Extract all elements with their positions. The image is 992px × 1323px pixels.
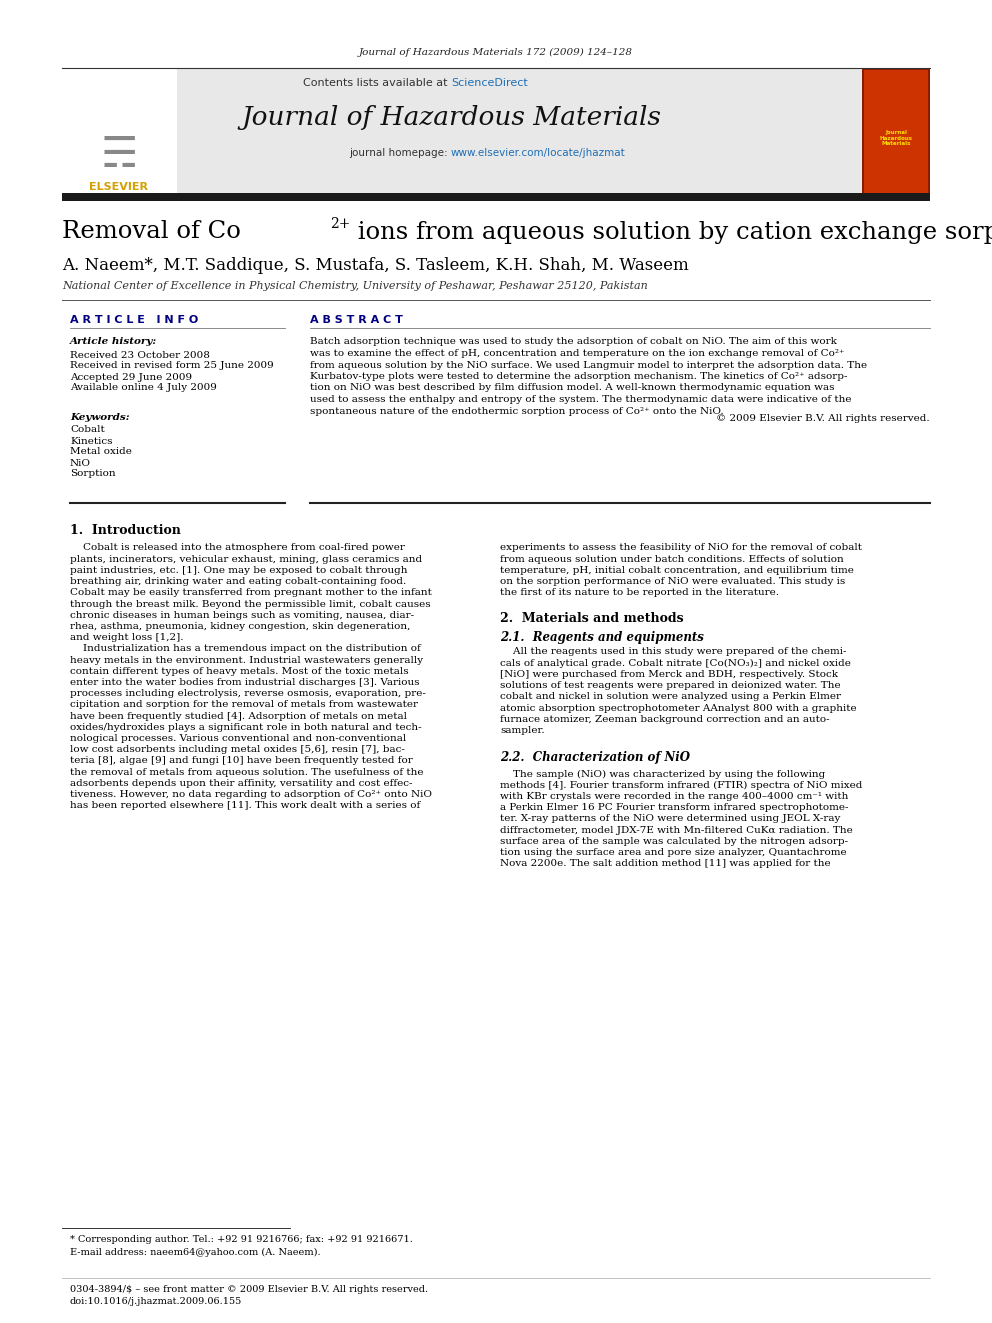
Text: Sorption: Sorption bbox=[70, 470, 116, 479]
Text: Kinetics: Kinetics bbox=[70, 437, 112, 446]
Text: All the reagents used in this study were prepared of the chemi-: All the reagents used in this study were… bbox=[500, 647, 846, 656]
Text: from aqueous solution under batch conditions. Effects of solution: from aqueous solution under batch condit… bbox=[500, 554, 844, 564]
Text: low cost adsorbents including metal oxides [5,6], resin [7], bac-: low cost adsorbents including metal oxid… bbox=[70, 745, 405, 754]
Text: nological processes. Various conventional and non-conventional: nological processes. Various conventiona… bbox=[70, 734, 407, 744]
Text: NiO: NiO bbox=[70, 459, 91, 467]
Text: chronic diseases in human beings such as vomiting, nausea, diar-: chronic diseases in human beings such as… bbox=[70, 611, 414, 619]
Text: ☴: ☴ bbox=[100, 134, 138, 176]
Text: sampler.: sampler. bbox=[500, 726, 545, 734]
Text: www.elsevier.com/locate/jhazmat: www.elsevier.com/locate/jhazmat bbox=[451, 148, 626, 157]
Text: ScienceDirect: ScienceDirect bbox=[451, 78, 528, 89]
Text: processes including electrolysis, reverse osmosis, evaporation, pre-: processes including electrolysis, revers… bbox=[70, 689, 426, 699]
Text: cals of analytical grade. Cobalt nitrate [Co(NO₃)₂] and nickel oxide: cals of analytical grade. Cobalt nitrate… bbox=[500, 659, 851, 668]
Text: Keywords:: Keywords: bbox=[70, 414, 130, 422]
Text: [NiO] were purchased from Merck and BDH, respectively. Stock: [NiO] were purchased from Merck and BDH,… bbox=[500, 669, 838, 679]
Text: oxides/hydroxides plays a significant role in both natural and tech-: oxides/hydroxides plays a significant ro… bbox=[70, 722, 422, 732]
Text: adsorbents depends upon their affinity, versatility and cost effec-: adsorbents depends upon their affinity, … bbox=[70, 779, 413, 787]
Text: teria [8], algae [9] and fungi [10] have been frequently tested for: teria [8], algae [9] and fungi [10] have… bbox=[70, 757, 413, 765]
Text: Accepted 29 June 2009: Accepted 29 June 2009 bbox=[70, 373, 192, 381]
Text: contain different types of heavy metals. Most of the toxic metals: contain different types of heavy metals.… bbox=[70, 667, 409, 676]
Text: Received in revised form 25 June 2009: Received in revised form 25 June 2009 bbox=[70, 361, 274, 370]
Text: paint industries, etc. [1]. One may be exposed to cobalt through: paint industries, etc. [1]. One may be e… bbox=[70, 566, 408, 576]
Text: ELSEVIER: ELSEVIER bbox=[89, 183, 149, 192]
Text: through the breast milk. Beyond the permissible limit, cobalt causes: through the breast milk. Beyond the perm… bbox=[70, 599, 431, 609]
Bar bbox=[62, 67, 177, 194]
Text: National Center of Excellence in Physical Chemistry, University of Peshawar, Pes: National Center of Excellence in Physica… bbox=[62, 280, 648, 291]
Text: Journal of Hazardous Materials: Journal of Hazardous Materials bbox=[241, 106, 661, 131]
Text: has been reported elsewhere [11]. This work dealt with a series of: has been reported elsewhere [11]. This w… bbox=[70, 802, 421, 810]
Text: A B S T R A C T: A B S T R A C T bbox=[310, 315, 403, 325]
Text: atomic absorption spectrophotometer AAnalyst 800 with a graphite: atomic absorption spectrophotometer AAna… bbox=[500, 704, 857, 713]
Text: 1.  Introduction: 1. Introduction bbox=[70, 524, 181, 537]
Text: cobalt and nickel in solution were analyzed using a Perkin Elmer: cobalt and nickel in solution were analy… bbox=[500, 692, 841, 701]
Text: Metal oxide: Metal oxide bbox=[70, 447, 132, 456]
Bar bbox=[62, 67, 930, 194]
Bar bbox=[864, 70, 928, 193]
Text: tion using the surface area and pore size analyzer, Quantachrome: tion using the surface area and pore siz… bbox=[500, 848, 846, 857]
Text: rhea, asthma, pneumonia, kidney congestion, skin degeneration,: rhea, asthma, pneumonia, kidney congesti… bbox=[70, 622, 411, 631]
Text: Available online 4 July 2009: Available online 4 July 2009 bbox=[70, 384, 217, 393]
Bar bbox=[62, 193, 930, 201]
Text: 2.1.  Reagents and equipments: 2.1. Reagents and equipments bbox=[500, 631, 704, 643]
Text: Cobalt: Cobalt bbox=[70, 426, 105, 434]
Text: Cobalt is released into the atmosphere from coal-fired power: Cobalt is released into the atmosphere f… bbox=[70, 544, 405, 553]
Text: cipitation and sorption for the removal of metals from wastewater: cipitation and sorption for the removal … bbox=[70, 700, 418, 709]
Text: have been frequently studied [4]. Adsorption of metals on metal: have been frequently studied [4]. Adsorp… bbox=[70, 712, 407, 721]
Text: plants, incinerators, vehicular exhaust, mining, glass ceramics and: plants, incinerators, vehicular exhaust,… bbox=[70, 554, 423, 564]
Text: 2+: 2+ bbox=[330, 217, 350, 232]
Text: E-mail address: naeem64@yahoo.com (A. Naeem).: E-mail address: naeem64@yahoo.com (A. Na… bbox=[70, 1248, 320, 1257]
Text: breathing air, drinking water and eating cobalt-containing food.: breathing air, drinking water and eating… bbox=[70, 577, 407, 586]
Text: Article history:: Article history: bbox=[70, 337, 158, 347]
Text: Nova 2200e. The salt addition method [11] was applied for the: Nova 2200e. The salt addition method [11… bbox=[500, 859, 830, 868]
Text: experiments to assess the feasibility of NiO for the removal of cobalt: experiments to assess the feasibility of… bbox=[500, 544, 862, 553]
Text: solutions of test reagents were prepared in deionized water. The: solutions of test reagents were prepared… bbox=[500, 681, 840, 691]
Text: A R T I C L E   I N F O: A R T I C L E I N F O bbox=[70, 315, 198, 325]
Text: The sample (NiO) was characterized by using the following: The sample (NiO) was characterized by us… bbox=[500, 770, 825, 778]
Text: tiveness. However, no data regarding to adsorption of Co²⁺ onto NiO: tiveness. However, no data regarding to … bbox=[70, 790, 432, 799]
Text: journal homepage:: journal homepage: bbox=[349, 148, 451, 157]
Text: tion on NiO was best described by film diffusion model. A well-known thermodynam: tion on NiO was best described by film d… bbox=[310, 384, 834, 393]
Text: Journal of Hazardous Materials 172 (2009) 124–128: Journal of Hazardous Materials 172 (2009… bbox=[359, 48, 633, 57]
Text: from aqueous solution by the NiO surface. We used Langmuir model to interpret th: from aqueous solution by the NiO surface… bbox=[310, 360, 867, 369]
Text: and weight loss [1,2].: and weight loss [1,2]. bbox=[70, 634, 184, 642]
Text: Removal of Co: Removal of Co bbox=[62, 221, 241, 243]
Text: 0304-3894/$ – see front matter © 2009 Elsevier B.V. All rights reserved.: 0304-3894/$ – see front matter © 2009 El… bbox=[70, 1285, 429, 1294]
Text: Kurbatov-type plots were tested to determine the adsorption mechanism. The kinet: Kurbatov-type plots were tested to deter… bbox=[310, 372, 847, 381]
Bar bbox=[862, 67, 930, 194]
Text: 2.  Materials and methods: 2. Materials and methods bbox=[500, 611, 683, 624]
Text: diffractometer, model JDX-7E with Mn-filtered CuKα radiation. The: diffractometer, model JDX-7E with Mn-fil… bbox=[500, 826, 853, 835]
Text: the first of its nature to be reported in the literature.: the first of its nature to be reported i… bbox=[500, 589, 779, 597]
Text: a Perkin Elmer 16 PC Fourier transform infrared spectrophotome-: a Perkin Elmer 16 PC Fourier transform i… bbox=[500, 803, 848, 812]
Text: temperature, pH, initial cobalt concentration, and equilibrium time: temperature, pH, initial cobalt concentr… bbox=[500, 566, 854, 576]
Text: Received 23 October 2008: Received 23 October 2008 bbox=[70, 351, 210, 360]
Text: * Corresponding author. Tel.: +92 91 9216766; fax: +92 91 9216671.: * Corresponding author. Tel.: +92 91 921… bbox=[70, 1236, 413, 1245]
Text: surface area of the sample was calculated by the nitrogen adsorp-: surface area of the sample was calculate… bbox=[500, 836, 848, 845]
Text: Contents lists available at: Contents lists available at bbox=[303, 78, 451, 89]
Text: Batch adsorption technique was used to study the adsorption of cobalt on NiO. Th: Batch adsorption technique was used to s… bbox=[310, 337, 837, 347]
Text: was to examine the effect of pH, concentration and temperature on the ion exchan: was to examine the effect of pH, concent… bbox=[310, 349, 844, 359]
Text: enter into the water bodies from industrial discharges [3]. Various: enter into the water bodies from industr… bbox=[70, 677, 420, 687]
Text: © 2009 Elsevier B.V. All rights reserved.: © 2009 Elsevier B.V. All rights reserved… bbox=[716, 414, 930, 423]
Text: on the sorption performance of NiO were evaluated. This study is: on the sorption performance of NiO were … bbox=[500, 577, 845, 586]
Text: Journal
Hazardous
Materials: Journal Hazardous Materials bbox=[880, 130, 913, 147]
Text: the removal of metals from aqueous solution. The usefulness of the: the removal of metals from aqueous solut… bbox=[70, 767, 424, 777]
Text: Cobalt may be easily transferred from pregnant mother to the infant: Cobalt may be easily transferred from pr… bbox=[70, 589, 432, 597]
Text: methods [4]. Fourier transform infrared (FTIR) spectra of NiO mixed: methods [4]. Fourier transform infrared … bbox=[500, 781, 862, 790]
Text: spontaneous nature of the endothermic sorption process of Co²⁺ onto the NiO.: spontaneous nature of the endothermic so… bbox=[310, 406, 723, 415]
Text: with KBr crystals were recorded in the range 400–4000 cm⁻¹ with: with KBr crystals were recorded in the r… bbox=[500, 792, 848, 800]
Text: ter. X-ray patterns of the NiO were determined using JEOL X-ray: ter. X-ray patterns of the NiO were dete… bbox=[500, 814, 840, 823]
Text: heavy metals in the environment. Industrial wastewaters generally: heavy metals in the environment. Industr… bbox=[70, 655, 424, 664]
Text: ions from aqueous solution by cation exchange sorption onto NiO: ions from aqueous solution by cation exc… bbox=[350, 221, 992, 243]
Text: 2.2.  Characterization of NiO: 2.2. Characterization of NiO bbox=[500, 751, 690, 765]
Text: used to assess the enthalpy and entropy of the system. The thermodynamic data we: used to assess the enthalpy and entropy … bbox=[310, 396, 851, 404]
Text: A. Naeem*, M.T. Saddique, S. Mustafa, S. Tasleem, K.H. Shah, M. Waseem: A. Naeem*, M.T. Saddique, S. Mustafa, S.… bbox=[62, 258, 688, 274]
Text: furnace atomizer, Zeeman background correction and an auto-: furnace atomizer, Zeeman background corr… bbox=[500, 714, 829, 724]
Text: doi:10.1016/j.jhazmat.2009.06.155: doi:10.1016/j.jhazmat.2009.06.155 bbox=[70, 1298, 242, 1307]
Text: Industrialization has a tremendous impact on the distribution of: Industrialization has a tremendous impac… bbox=[70, 644, 421, 654]
